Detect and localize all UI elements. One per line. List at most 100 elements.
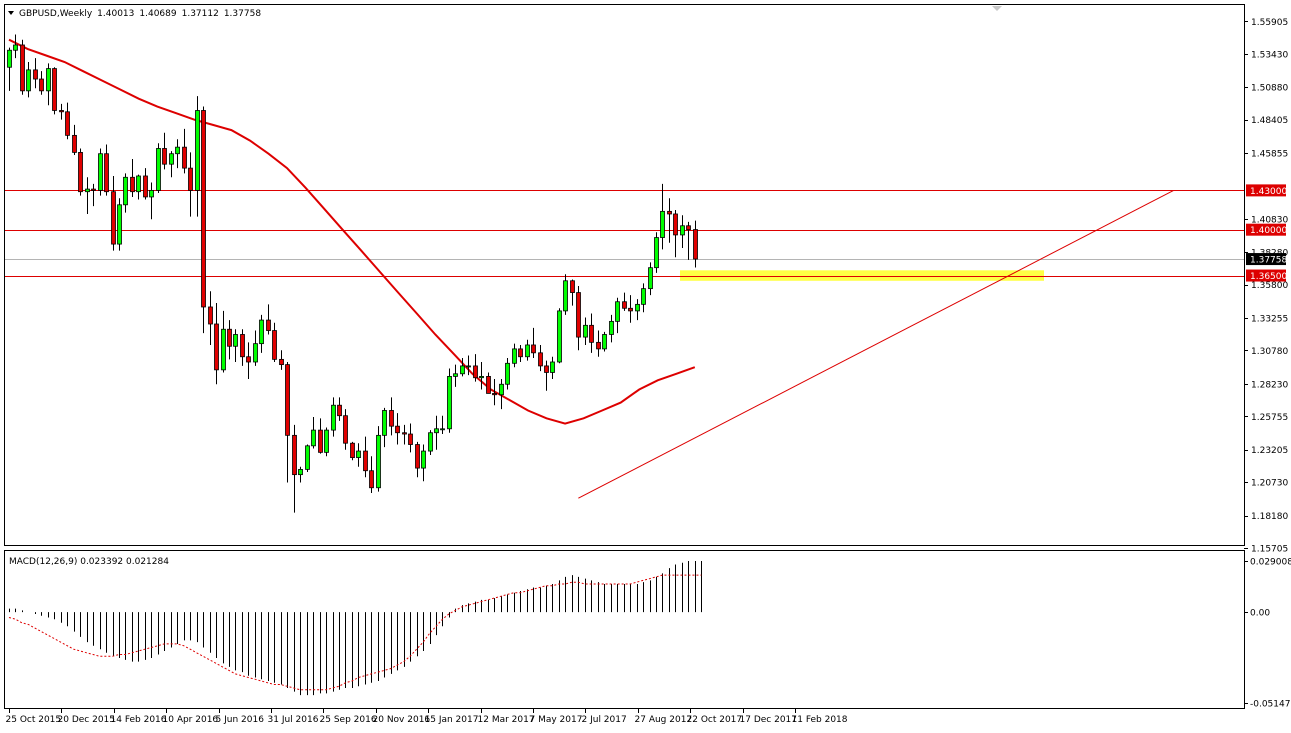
candle-body — [466, 365, 471, 368]
candle — [117, 198, 122, 251]
candle — [415, 441, 420, 478]
candle-body — [59, 110, 64, 113]
candle-body — [402, 432, 407, 435]
candle-body — [46, 68, 51, 92]
candle — [512, 343, 517, 368]
candle-body — [266, 319, 271, 331]
candle-body — [622, 301, 627, 309]
level-label-1.40000: 1.40000 — [1246, 223, 1287, 236]
time-tick-label: 12 Mar 2017 — [478, 715, 535, 725]
header-separator: , — [57, 9, 60, 19]
candle — [39, 71, 44, 95]
candle-body — [680, 225, 685, 236]
candle — [563, 274, 568, 315]
candle — [538, 344, 543, 372]
macd-axis[interactable]: 0.029008 0.00 -0.051475 — [1244, 558, 1291, 710]
header-timeframe: Weekly — [60, 9, 93, 19]
macd-panel[interactable]: MACD(12,26,9) 0.023392 0.021284 — [4, 550, 1245, 709]
candle — [279, 350, 284, 370]
candle-body — [693, 229, 698, 260]
candle-body — [195, 110, 200, 191]
candle-body — [602, 334, 607, 350]
candle — [169, 151, 174, 178]
candle — [402, 424, 407, 445]
price-tick-label: 1.18180 — [1251, 512, 1288, 522]
candle — [214, 303, 219, 385]
candle — [570, 279, 575, 306]
candle — [59, 103, 64, 120]
candle-body — [628, 307, 633, 312]
candle-body — [104, 153, 109, 193]
candle — [654, 232, 659, 273]
price-tick-label: 1.55905 — [1251, 18, 1288, 28]
candle — [596, 330, 601, 357]
candle — [149, 182, 154, 220]
chart-header: GBPUSD,Weekly 1.40013 1.40689 1.37112 1.3775… — [8, 9, 261, 19]
price-panel-frame — [4, 4, 1245, 546]
candle — [46, 63, 51, 106]
macd-tick-label: -0.051475 — [1250, 700, 1291, 710]
dropdown-triangle-icon[interactable] — [8, 11, 14, 15]
candle-body — [78, 152, 83, 193]
candle — [505, 358, 510, 390]
candle-body — [117, 204, 122, 245]
candle-body — [52, 68, 57, 111]
candle-body — [143, 175, 148, 198]
candle-body — [518, 348, 523, 358]
candle-body — [20, 44, 25, 92]
candle-body — [65, 111, 70, 136]
candle — [227, 320, 232, 360]
candle — [13, 34, 18, 59]
time-tick-label: 22 Oct 2017 — [687, 715, 743, 725]
candle — [91, 183, 96, 207]
candle-body — [305, 445, 310, 470]
time-tick-label: 7 May 2017 — [530, 715, 583, 725]
time-tick-label: 11 Feb 2018 — [792, 715, 848, 725]
candle — [421, 444, 426, 482]
candle-body — [292, 434, 297, 476]
candle — [285, 361, 290, 483]
candle-body — [615, 301, 620, 322]
time-tick-label: 10 Apr 2016 — [163, 715, 219, 725]
candle-body — [130, 176, 135, 193]
macd-tick-label: 0.029008 — [1250, 558, 1291, 568]
candle — [343, 409, 348, 450]
time-tick-label: 25 Sep 2016 — [320, 715, 377, 725]
candle — [544, 360, 549, 391]
candle — [395, 413, 400, 445]
candle-body — [253, 343, 258, 363]
macd-tick-label: 0.00 — [1250, 609, 1270, 619]
candle — [408, 423, 413, 453]
current-price-label: 1.37758 — [1246, 253, 1287, 266]
time-tick-label: 31 Jul 2016 — [268, 715, 319, 725]
price-tick-label: 1.48405 — [1251, 116, 1288, 126]
candle-body — [162, 148, 167, 165]
candle — [305, 444, 310, 473]
candle — [72, 124, 77, 156]
candle-body — [440, 428, 445, 431]
scroll-marker[interactable] — [992, 6, 1002, 11]
trendline[interactable] — [578, 189, 1174, 499]
candle-body — [512, 348, 517, 364]
candle — [246, 342, 251, 380]
candle-body — [331, 404, 336, 431]
candle — [311, 417, 316, 449]
price-label-text: 1.40000 — [1250, 226, 1287, 236]
header-text: GBPUSD,Weekly 1.40013 1.40689 1.37112 1.3775… — [19, 9, 261, 19]
candle — [52, 67, 57, 115]
candle — [324, 427, 329, 457]
candle-body — [285, 364, 290, 436]
candle-body — [673, 213, 678, 236]
candle-body — [111, 191, 116, 245]
candle-body — [85, 188, 90, 193]
price-panel[interactable]: GBPUSD,Weekly 1.40013 1.40689 1.37112 1.3775… — [4, 4, 1245, 546]
candle — [622, 292, 627, 311]
candle — [175, 139, 180, 169]
price-axis[interactable]: 1.55905 1.53430 1.50880 1.48405 1.45855 1.430… — [1244, 18, 1288, 555]
candle-body — [214, 323, 219, 371]
candle — [453, 364, 458, 387]
candle — [182, 128, 187, 174]
candle — [447, 368, 452, 433]
